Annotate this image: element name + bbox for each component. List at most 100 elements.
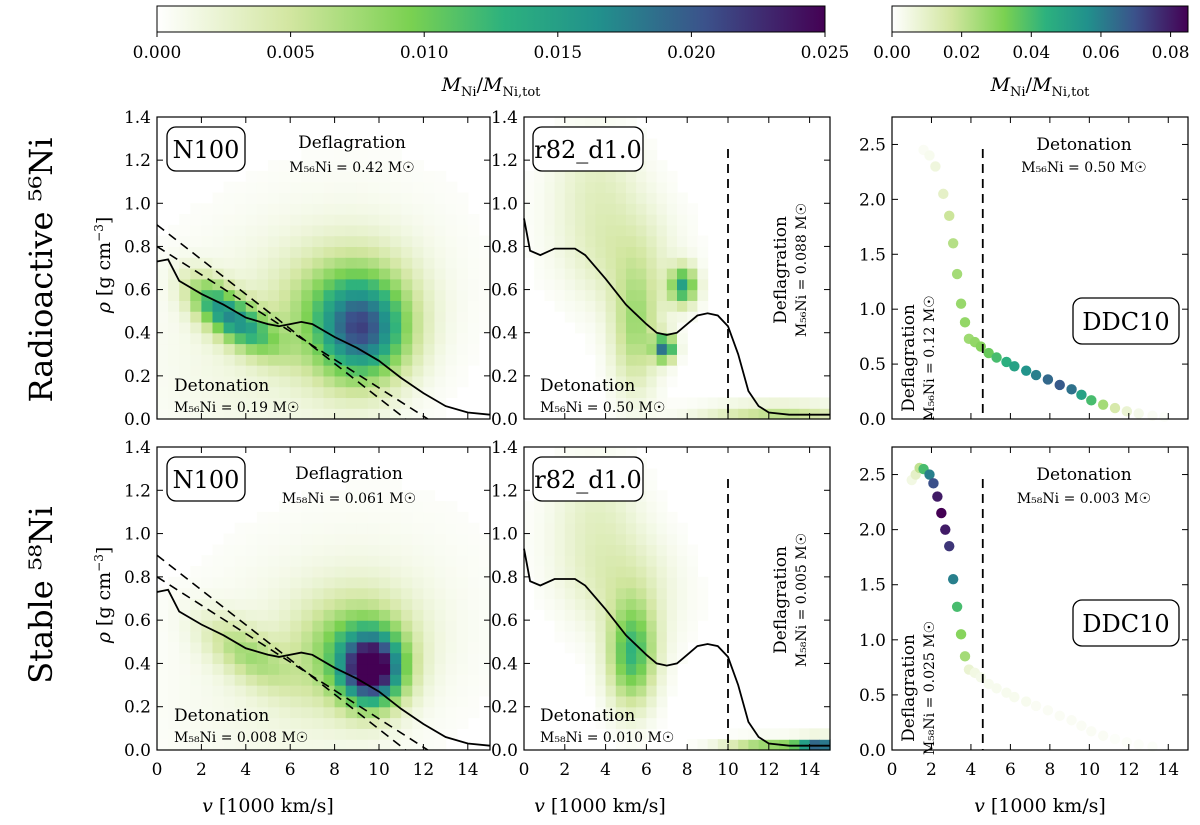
y-tick-label: 1.2	[491, 481, 518, 501]
heatmap-cell	[554, 289, 566, 301]
heatmap-cell	[564, 278, 576, 291]
heatmap-cell	[677, 332, 688, 345]
heatmap-cell	[312, 566, 325, 578]
heatmap-cell	[412, 620, 424, 632]
heatmap-cell	[390, 674, 402, 686]
heatmap-cell	[157, 728, 169, 740]
heatmap-cell	[279, 181, 291, 194]
heatmap-cell	[168, 641, 180, 654]
heatmap-cell	[478, 257, 491, 269]
heatmap-cell	[223, 365, 236, 377]
heatmap-cell	[290, 566, 302, 578]
heatmap-cell	[626, 728, 637, 740]
heatmap-cell	[301, 332, 313, 345]
heatmap-cell	[179, 257, 191, 269]
heatmap-cell	[564, 224, 576, 237]
detonation-title: Detonation	[540, 376, 635, 396]
panel-ddc10-ni58: 0 2 4 6 8 10 12 140.00.51.01.52.02.5 DDC10 Deto…	[859, 446, 1189, 780]
heatmap-cell	[334, 386, 347, 399]
heatmap-cell	[456, 311, 469, 323]
heatmap-cell	[390, 522, 402, 535]
heatmap-cell	[626, 587, 637, 600]
heatmap-cell	[677, 598, 688, 610]
heatmap-cell	[626, 652, 637, 665]
heatmap-cell	[564, 300, 576, 312]
heatmap-cell	[367, 598, 380, 610]
heatmap-cell	[290, 246, 302, 258]
heatmap-cell	[626, 408, 637, 420]
heatmap-cell	[666, 674, 678, 686]
heatmap-cell	[223, 181, 236, 194]
heatmap-cell	[656, 203, 668, 215]
heatmap-cell	[656, 674, 668, 686]
heatmap-cell	[434, 386, 447, 399]
heatmap-cell	[234, 544, 247, 556]
heatmap-cell	[656, 311, 668, 323]
heatmap-cell	[401, 160, 413, 172]
heatmap-cell	[256, 576, 269, 589]
heatmap-cell	[677, 246, 688, 258]
heatmap-cell	[168, 365, 180, 377]
heatmap-cell	[626, 365, 637, 377]
heatmap-cell	[290, 511, 302, 524]
heatmap-cell	[323, 408, 336, 420]
heatmap-cell	[379, 501, 391, 513]
heatmap-cell	[168, 268, 180, 280]
heatmap-cell	[157, 397, 169, 409]
heatmap-cell	[256, 246, 269, 258]
heatmap-cell	[356, 685, 369, 697]
heatmap-cell	[401, 343, 413, 355]
heatmap-cell	[268, 587, 280, 600]
heatmap-cell	[245, 397, 258, 409]
heatmap-cell	[401, 587, 413, 600]
heatmap-cell	[564, 289, 576, 301]
y-tick-label: 0.8	[491, 237, 518, 257]
y-tick-label: 0.4	[491, 324, 518, 344]
heatmap-cell	[345, 728, 358, 740]
heatmap-cell	[605, 587, 617, 600]
heatmap-cell	[212, 544, 225, 556]
heatmap-cell	[687, 203, 698, 215]
heatmap-cell	[412, 490, 424, 502]
heatmap-cell	[245, 717, 258, 729]
heatmap-cell	[646, 468, 658, 481]
heatmap-cell	[544, 170, 556, 183]
heatmap-cell	[434, 235, 447, 248]
heatmap-cell	[401, 321, 413, 334]
heatmap-cell	[626, 576, 637, 589]
heatmap-cell	[626, 447, 637, 459]
heatmap-cell	[379, 641, 391, 654]
heatmap-cell	[234, 214, 247, 226]
heatmap-cell	[279, 685, 291, 697]
heatmap-cell	[401, 246, 413, 258]
heatmap-cell	[323, 728, 336, 740]
heatmap-cell	[367, 566, 380, 578]
heatmap-cell	[212, 257, 225, 269]
y-tick-label: 1.0	[491, 525, 518, 545]
heatmap-cell	[268, 706, 280, 719]
heatmap-cell	[379, 149, 391, 161]
heatmap-cell	[157, 609, 169, 621]
heatmap-cell	[615, 278, 627, 291]
heatmap-cell	[768, 728, 780, 740]
heatmap-cell	[656, 609, 668, 621]
heatmap-cell	[234, 663, 247, 675]
heatmap-cell	[334, 343, 347, 355]
heatmap-cell	[585, 576, 596, 589]
heatmap-cell	[423, 641, 436, 654]
heatmap-cell	[379, 555, 391, 567]
heatmap-cell	[615, 268, 627, 280]
heatmap-cell	[279, 706, 291, 719]
detonation-title: Detonation	[1036, 135, 1131, 155]
heatmap-cell	[290, 375, 302, 388]
heatmap-cell	[290, 576, 302, 589]
heatmap-cell	[626, 533, 637, 545]
heatmap-cell	[799, 728, 811, 740]
heatmap-cell	[646, 170, 658, 183]
heatmap-cell	[615, 501, 627, 513]
heatmap-cell	[646, 685, 658, 697]
heatmap-cell	[595, 181, 607, 194]
heatmap-cell	[345, 181, 358, 194]
heatmap-cell	[534, 246, 545, 258]
heatmap-cell	[534, 501, 545, 513]
